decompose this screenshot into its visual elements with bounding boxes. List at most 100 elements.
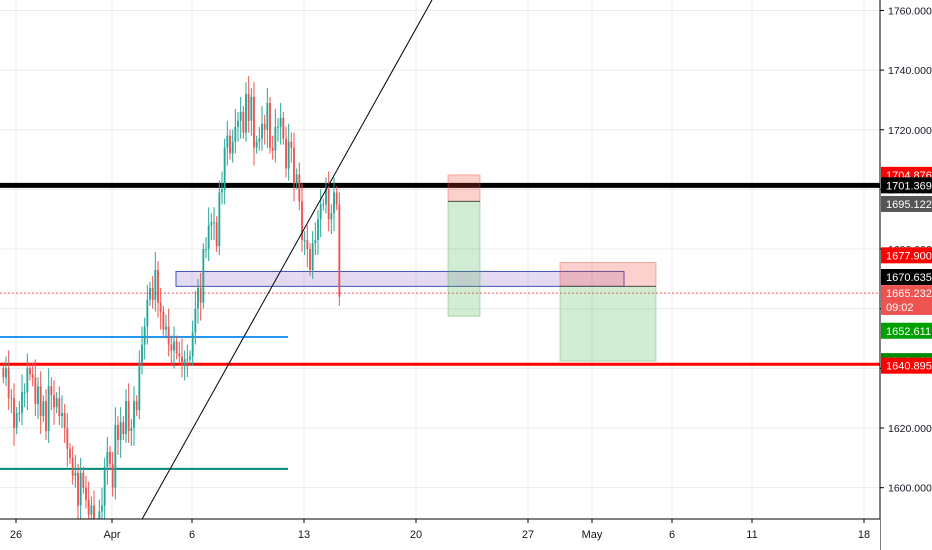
candle-body — [170, 344, 173, 351]
position-target-zone[interactable] — [447, 200, 481, 317]
candle-body — [50, 386, 53, 396]
candle-body — [90, 505, 93, 515]
candle-body — [298, 174, 301, 202]
candle-body — [295, 174, 298, 184]
time-tick-label: 6 — [189, 529, 195, 541]
time-tick-label: 27 — [522, 529, 534, 541]
candle-body — [178, 353, 181, 357]
time-tick-label: 20 — [410, 529, 422, 541]
candle-body — [258, 138, 261, 142]
candle-body — [34, 377, 37, 405]
candle-body — [165, 326, 167, 330]
candle-body — [154, 269, 157, 300]
candle-body — [322, 204, 325, 206]
candle-body — [274, 126, 277, 151]
candle-body — [157, 269, 159, 303]
candle-body — [47, 386, 50, 432]
zone-rectangle[interactable] — [175, 270, 625, 287]
candle-body — [13, 398, 15, 429]
candle-body — [151, 287, 154, 300]
candle-body — [15, 413, 18, 429]
position-tools[interactable] — [447, 174, 657, 362]
candle-body — [21, 392, 23, 414]
candle-body — [77, 472, 79, 506]
time-tick-label: 26 — [10, 529, 22, 541]
candle-body — [285, 138, 287, 169]
price-tags: 1704.8761701.3691695.1221677.9001670.635… — [881, 166, 932, 374]
candle-body — [194, 308, 197, 333]
candle-body — [133, 401, 135, 429]
candle-body — [205, 249, 207, 251]
candle-body — [175, 341, 178, 354]
candle-body — [199, 287, 202, 303]
candle-body — [42, 401, 45, 417]
candle-body — [29, 368, 31, 375]
candle-body — [333, 192, 335, 214]
position-stop-zone[interactable] — [447, 174, 481, 202]
time-tick-label: 13 — [298, 529, 310, 541]
time-axis-panel[interactable] — [0, 519, 880, 550]
candle-body — [229, 135, 231, 154]
price-tag-label: 1640.895 — [886, 361, 932, 373]
candle-body — [261, 123, 263, 139]
price-tick-label: 1760.000 — [888, 5, 932, 17]
candle-body — [106, 451, 109, 467]
candle-body — [234, 126, 237, 142]
candle-body — [301, 201, 303, 241]
candle-body — [23, 392, 26, 394]
candle-body — [18, 413, 21, 415]
price-tick-label: 1600.000 — [888, 483, 932, 495]
candle-body — [101, 505, 103, 512]
candle-body — [282, 117, 285, 139]
position-stop-zone[interactable] — [559, 261, 657, 287]
price-tag-label: 1652.611 — [886, 326, 931, 338]
candle-body — [85, 487, 87, 500]
candle-body — [191, 332, 194, 357]
price-tick-label: 1620.000 — [888, 423, 932, 435]
candle-body — [122, 422, 125, 434]
candle-body — [79, 472, 82, 506]
candle-body — [277, 126, 279, 128]
price-tag-label: 1665.232 — [886, 288, 932, 300]
trendline[interactable] — [127, 0, 433, 545]
candle-body — [130, 428, 133, 432]
price-tag — [881, 268, 932, 285]
candle-body — [138, 362, 141, 411]
candle-body — [71, 457, 74, 476]
candle-body — [39, 386, 42, 417]
candle-body — [263, 123, 266, 130]
candle-body — [186, 359, 189, 361]
candle-body — [215, 222, 218, 247]
candle-body — [306, 240, 309, 250]
candle-body — [82, 472, 85, 488]
candle-body — [218, 192, 221, 247]
candle-body — [311, 243, 314, 270]
candle-body — [250, 96, 253, 121]
price-tag-label: 1677.900 — [886, 250, 932, 262]
candle-body — [63, 413, 66, 429]
candle-body — [58, 398, 61, 417]
trendline-segment[interactable] — [127, 0, 433, 545]
candle-body — [247, 93, 250, 121]
candle-body — [141, 344, 143, 363]
price-tag — [881, 322, 932, 339]
candle-body — [231, 141, 234, 154]
rectangle-zone[interactable] — [175, 270, 625, 287]
candle-body — [2, 368, 5, 378]
candle-body — [202, 249, 205, 303]
candle-body — [10, 398, 13, 400]
candle-body — [303, 240, 306, 242]
candlesticks — [2, 76, 341, 550]
candle-body — [37, 386, 39, 405]
position-target-zone[interactable] — [559, 285, 657, 362]
price-tag — [881, 298, 932, 315]
candle-body — [159, 302, 162, 312]
candle-body — [279, 117, 282, 127]
candle-body — [226, 135, 229, 148]
candle-body — [114, 425, 117, 488]
candle-body — [327, 189, 330, 220]
candle-body — [103, 466, 106, 506]
candle-body — [146, 299, 149, 327]
price-tag — [881, 357, 932, 374]
